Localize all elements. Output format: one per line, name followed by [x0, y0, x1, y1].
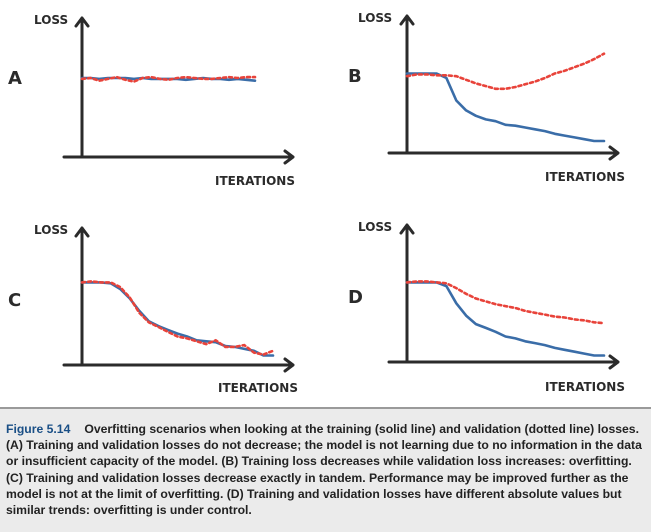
- panel-b-x-axis: [387, 145, 620, 161]
- panel-c-ylabel: LOSS: [34, 223, 68, 237]
- panel-c-y-axis: [74, 226, 90, 367]
- caption-label: Figure 5.14: [6, 422, 71, 436]
- panel-a-validation-line: [80, 75, 257, 83]
- panel-d-xlabel: ITERATIONS: [545, 380, 625, 394]
- caption-text: Overfitting scenarios when looking at th…: [6, 422, 642, 518]
- panel-b-xlabel: ITERATIONS: [545, 170, 625, 184]
- panel-c: C LOSS ITERATIONS: [8, 223, 298, 395]
- panel-a-xlabel: ITERATIONS: [215, 174, 295, 188]
- panel-a: A LOSS ITERATIONS: [8, 13, 295, 188]
- panel-b: B LOSS ITERATIONS: [348, 11, 625, 184]
- panel-b-y-axis: [399, 14, 415, 155]
- panel-c-letter: C: [8, 290, 21, 311]
- panel-a-letter: A: [8, 68, 22, 89]
- panel-a-y-axis: [74, 16, 90, 159]
- panel-b-validation-line: [405, 52, 606, 91]
- panel-d-validation-line: [405, 280, 606, 325]
- figure-caption: Figure 5.14 Overfitting scenarios when lo…: [0, 407, 651, 532]
- panel-d-y-axis: [399, 223, 415, 364]
- panel-b-letter: B: [348, 66, 362, 87]
- panel-d-ylabel: LOSS: [358, 220, 392, 234]
- panel-d-letter: D: [348, 287, 363, 308]
- panel-a-x-axis: [62, 149, 295, 165]
- panel-a-ylabel: LOSS: [34, 13, 68, 27]
- panel-d: D LOSS ITERATIONS: [348, 220, 625, 394]
- panel-c-validation-line: [80, 280, 275, 356]
- panel-d-x-axis: [387, 354, 620, 370]
- panel-c-x-axis: [62, 357, 295, 373]
- overfitting-figure: A LOSS ITERATIONS B LOSS ITERATIONS C LOSS ITERA…: [8, 11, 625, 395]
- panel-b-ylabel: LOSS: [358, 11, 392, 25]
- panel-c-xlabel: ITERATIONS: [218, 381, 298, 395]
- panel-b-training-line: [405, 72, 606, 143]
